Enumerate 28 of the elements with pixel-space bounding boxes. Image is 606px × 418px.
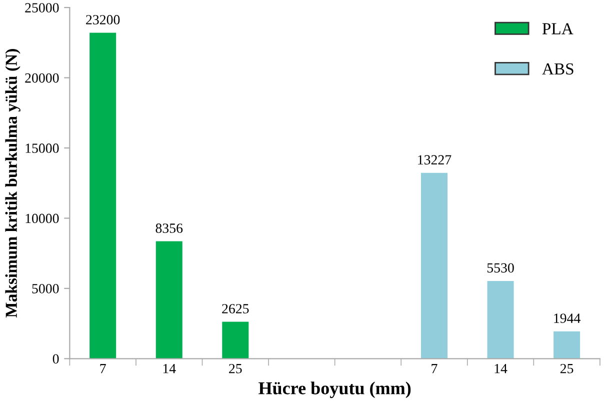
data-label: 5530 xyxy=(487,263,514,273)
legend-label: PLA xyxy=(542,23,574,34)
bar xyxy=(90,32,116,359)
x-tick-label: 14 xyxy=(494,364,508,374)
bar xyxy=(487,280,514,359)
y-axis-title: Maksimum kritik burkulma yükü (N) xyxy=(5,49,20,318)
x-tick-label: 7 xyxy=(100,364,106,374)
y-tick-label: 20000 xyxy=(25,73,59,83)
data-label: 2625 xyxy=(222,304,249,314)
x-tick-label: 25 xyxy=(560,364,574,374)
legend-label: ABS xyxy=(542,63,574,75)
data-label: 8356 xyxy=(156,224,183,233)
bar xyxy=(156,241,182,359)
x-axis-title: Hücre boyutu (mm) xyxy=(258,382,411,398)
data-label: 13227 xyxy=(418,155,452,164)
bar xyxy=(420,172,448,359)
y-tick-label: 15000 xyxy=(26,144,59,153)
data-label: 23200 xyxy=(86,15,120,24)
x-tick-label: 7 xyxy=(432,364,438,374)
bar xyxy=(554,331,580,359)
bar xyxy=(222,322,249,359)
y-tick-label: 0 xyxy=(52,354,59,364)
y-tick-label: 25000 xyxy=(25,3,59,12)
data-label: 1944 xyxy=(554,314,580,323)
y-tick-label: 5000 xyxy=(32,284,59,294)
y-tick-label: 10000 xyxy=(26,214,59,224)
x-tick-label: 25 xyxy=(229,364,242,374)
x-tick-label: 14 xyxy=(163,364,176,374)
